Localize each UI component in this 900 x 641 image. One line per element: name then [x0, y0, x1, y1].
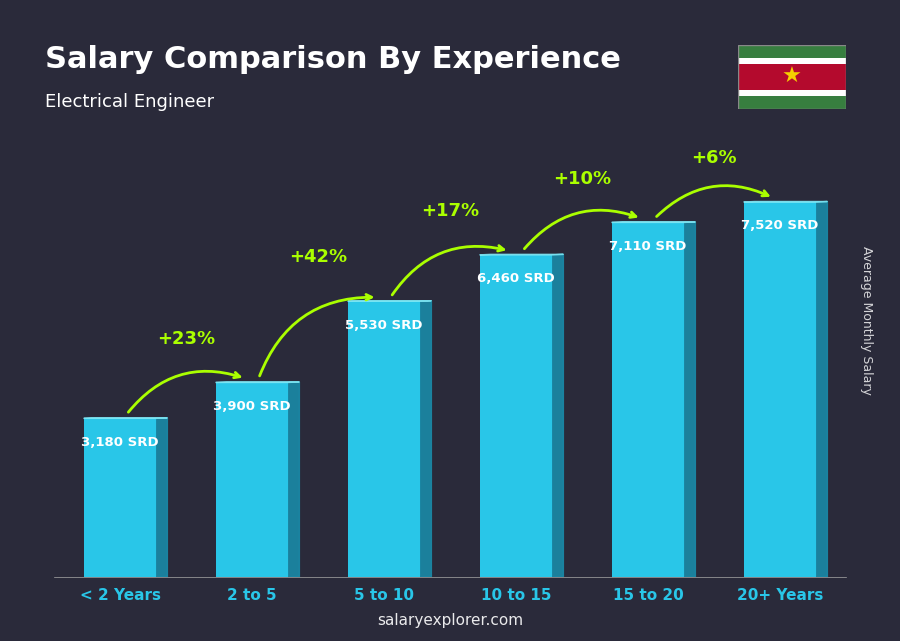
- Text: 7,520 SRD: 7,520 SRD: [742, 219, 819, 233]
- Bar: [347, 301, 420, 577]
- Bar: [738, 64, 846, 90]
- Text: salaryexplorer.com: salaryexplorer.com: [377, 613, 523, 628]
- Text: +6%: +6%: [691, 149, 737, 167]
- Text: Electrical Engineer: Electrical Engineer: [45, 93, 214, 111]
- Text: 6,460 SRD: 6,460 SRD: [477, 272, 555, 285]
- Text: 3,180 SRD: 3,180 SRD: [81, 436, 158, 449]
- Text: +23%: +23%: [157, 329, 215, 347]
- Text: +42%: +42%: [289, 248, 347, 266]
- Text: 5,530 SRD: 5,530 SRD: [346, 319, 423, 331]
- Text: 7,110 SRD: 7,110 SRD: [609, 240, 687, 253]
- Polygon shape: [553, 254, 563, 577]
- Bar: [743, 202, 816, 577]
- Bar: [84, 419, 157, 577]
- Bar: [738, 45, 846, 58]
- Polygon shape: [157, 418, 167, 577]
- Bar: [216, 383, 288, 577]
- Polygon shape: [684, 222, 696, 577]
- Text: +10%: +10%: [553, 169, 611, 188]
- Bar: [480, 255, 553, 577]
- Bar: [738, 58, 846, 64]
- Bar: [738, 96, 846, 109]
- Polygon shape: [816, 201, 827, 577]
- Text: 3,900 SRD: 3,900 SRD: [213, 400, 291, 413]
- Text: Salary Comparison By Experience: Salary Comparison By Experience: [45, 45, 621, 74]
- Text: ★: ★: [782, 67, 802, 87]
- Polygon shape: [420, 301, 431, 577]
- Text: +17%: +17%: [421, 202, 479, 220]
- Bar: [738, 90, 846, 96]
- Bar: [612, 222, 684, 577]
- Polygon shape: [288, 382, 300, 577]
- Text: Average Monthly Salary: Average Monthly Salary: [860, 246, 873, 395]
